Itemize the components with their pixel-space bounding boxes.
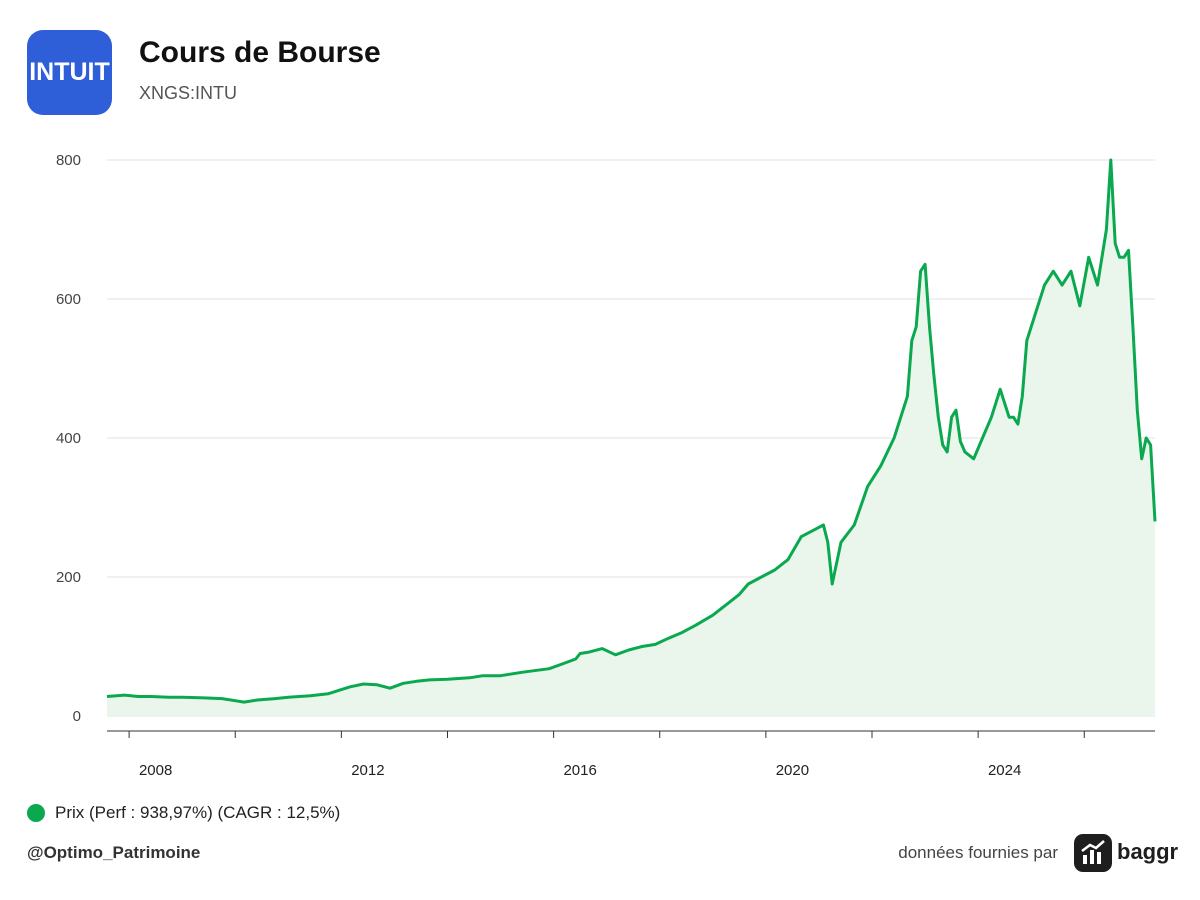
y-axis-ticks: 0 200 400 600 800 — [56, 152, 81, 725]
y-tick-label: 400 — [56, 430, 81, 447]
chart-title: Cours de Bourse — [139, 36, 381, 69]
chart-subtitle: XNGS:INTU — [139, 83, 238, 103]
data-credit: données fournies par — [898, 843, 1058, 862]
legend: Prix (Perf : 938,97%) (CAGR : 12,5%) — [27, 803, 340, 823]
x-tick-label: 2020 — [776, 762, 809, 779]
logo-text: INTUIT — [29, 58, 110, 86]
x-tick-label: 2016 — [563, 762, 596, 779]
legend-label: Prix (Perf : 938,97%) (CAGR : 12,5%) — [55, 803, 341, 822]
x-tick-label: 2012 — [351, 762, 384, 779]
x-axis: 2008 2012 2016 2020 2024 — [107, 730, 1155, 779]
y-tick-label: 600 — [56, 291, 81, 308]
intuit-logo: INTUIT — [27, 30, 112, 115]
author-handle: @Optimo_Patrimoine — [27, 843, 201, 862]
y-tick-label: 0 — [73, 708, 81, 725]
legend-dot-icon — [27, 804, 45, 822]
baggr-chart-icon — [1074, 834, 1112, 872]
x-tick-label: 2024 — [988, 762, 1021, 779]
baggr-brand: baggr — [1117, 839, 1179, 864]
price-line — [106, 158, 1157, 704]
price-area — [107, 160, 1155, 716]
y-tick-label: 200 — [56, 569, 81, 586]
x-tick-label: 2008 — [139, 762, 172, 779]
y-tick-label: 800 — [56, 152, 81, 169]
